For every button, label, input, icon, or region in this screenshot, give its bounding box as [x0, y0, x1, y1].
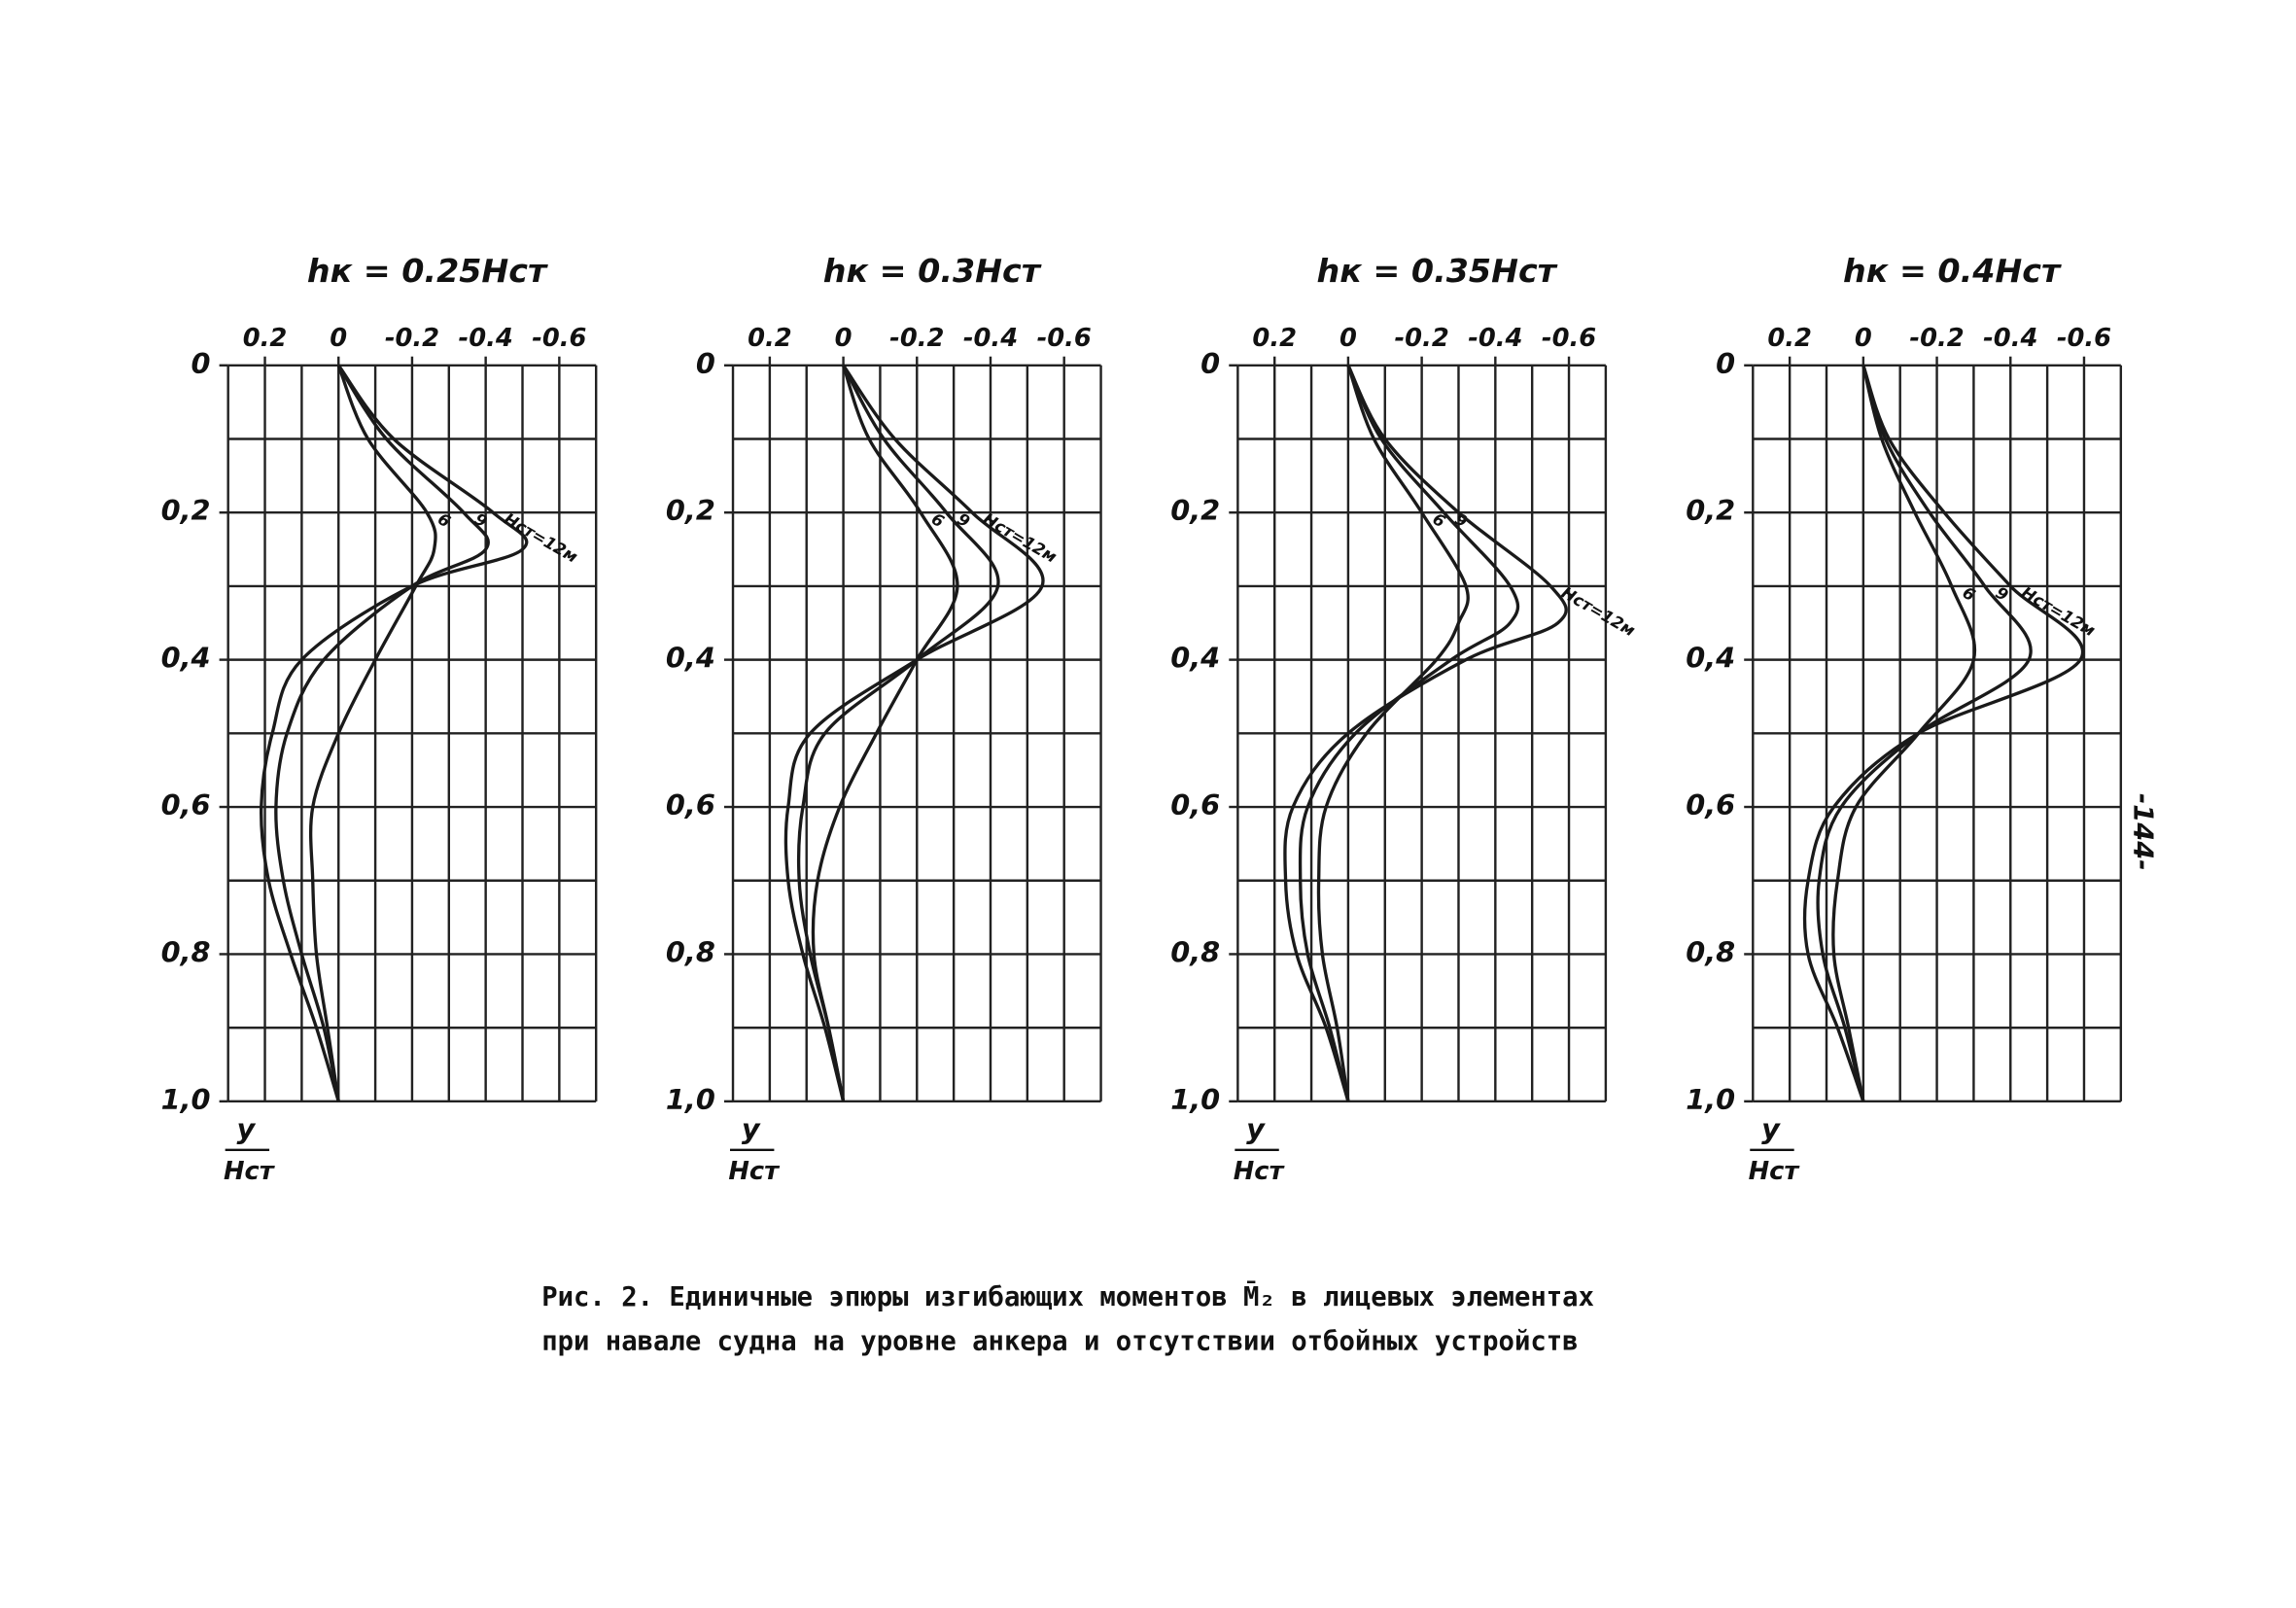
x-tick-label: -0.2 — [889, 324, 944, 353]
caption-line: при навале судна на уровне анкера и отсу… — [541, 1327, 1578, 1357]
y-tick-label: 0,8 — [1170, 935, 1220, 968]
chart-title: hк = 0.25Hст — [307, 252, 548, 290]
page-number: -144- — [2128, 793, 2158, 871]
curve — [260, 364, 529, 1102]
x-tick-label: 0.2 — [748, 324, 792, 353]
y-tick-label: 0,8 — [161, 935, 211, 968]
curve — [811, 365, 959, 1102]
chart-title: hк = 0.3Hст — [823, 252, 1042, 290]
curve — [274, 364, 490, 1102]
y-tick-label: 0,6 — [161, 788, 211, 821]
x-tick-label: -0.4 — [459, 324, 513, 353]
y-tick-label: 0,2 — [1686, 494, 1735, 527]
y-tick-label: 0,8 — [1686, 935, 1735, 968]
x-tick-label: 0 — [1339, 324, 1357, 353]
x-tick-label: 0.2 — [1252, 324, 1297, 353]
y-tick-label: 0,6 — [1686, 788, 1735, 821]
y-tick-label: 0,2 — [1170, 494, 1220, 527]
chart: hк = 0.35Hст 0.2 0 -0.2 -0.4 -0.6 0 0,2 0,4 0,6 0,… — [1170, 252, 1638, 1186]
x-tick-label: 0.2 — [1767, 324, 1812, 353]
y-axis-label: y — [1761, 1112, 1781, 1145]
chart-title: hк = 0.4Hст — [1843, 252, 2062, 290]
x-tick-label: -0.4 — [1983, 324, 2037, 353]
y-tick-label: 0 — [1200, 347, 1220, 380]
y-axis-label: Hст — [224, 1157, 276, 1186]
y-tick-label: 0,6 — [666, 788, 715, 821]
chart-title: hк = 0.35Hст — [1317, 252, 1558, 290]
y-tick-label: 0,4 — [666, 642, 715, 675]
y-tick-label: 0,2 — [161, 494, 211, 527]
y-tick-label: 0,6 — [1170, 788, 1220, 821]
curve — [783, 364, 1045, 1102]
y-tick-label: 0,2 — [666, 494, 715, 527]
x-tick-label: 0 — [835, 324, 852, 353]
x-tick-label: -0.2 — [385, 324, 439, 353]
y-tick-label: 0 — [1716, 347, 1735, 380]
y-tick-label: 0,4 — [1686, 642, 1735, 675]
curve — [1802, 365, 2085, 1102]
y-axis-label: Hст — [1749, 1157, 1801, 1186]
x-tick-label: 0 — [330, 324, 347, 353]
y-axis-label: y — [1246, 1112, 1266, 1145]
chart: hк = 0.25Hст 0.2 0 -0.2 -0.4 -0.6 0 0,2 0,4 0,6 0,… — [161, 252, 598, 1186]
y-tick-label: 0 — [696, 347, 715, 380]
curve — [1283, 365, 1568, 1102]
x-tick-label: 0.2 — [243, 324, 288, 353]
x-tick-label: -0.6 — [532, 324, 586, 353]
x-tick-label: -0.6 — [2057, 324, 2111, 353]
y-axis-label: Hст — [728, 1157, 781, 1186]
y-tick-label: 0,8 — [666, 935, 715, 968]
x-tick-label: -0.6 — [1037, 324, 1092, 353]
curve — [1298, 365, 1520, 1102]
y-tick-label: 1,0 — [1170, 1083, 1220, 1116]
y-tick-label: 0,4 — [1170, 642, 1220, 675]
caption-line: Рис. 2. Единичные эпюры изгибающих момен… — [541, 1280, 1594, 1312]
x-tick-label: -0.4 — [963, 324, 1018, 353]
x-tick-label: 0 — [1855, 324, 1872, 353]
y-tick-label: 0,4 — [161, 642, 211, 675]
y-tick-label: 1,0 — [161, 1083, 211, 1116]
x-tick-label: -0.2 — [1909, 324, 1964, 353]
y-tick-label: 1,0 — [1686, 1083, 1735, 1116]
x-tick-label: -0.4 — [1468, 324, 1522, 353]
chart: hк = 0.4Hст 0.2 0 -0.2 -0.4 -0.6 0 0,2 0,4 0,6 0,8… — [1686, 252, 2123, 1186]
y-axis-label: Hст — [1234, 1157, 1286, 1186]
y-axis-label: y — [236, 1112, 256, 1145]
y-axis-label: y — [742, 1112, 761, 1145]
curve — [796, 364, 1000, 1102]
y-tick-label: 0 — [191, 347, 211, 380]
curve — [308, 365, 437, 1102]
y-tick-label: 1,0 — [666, 1083, 715, 1116]
x-tick-label: -0.2 — [1394, 324, 1448, 353]
x-tick-label: -0.6 — [1542, 324, 1596, 353]
